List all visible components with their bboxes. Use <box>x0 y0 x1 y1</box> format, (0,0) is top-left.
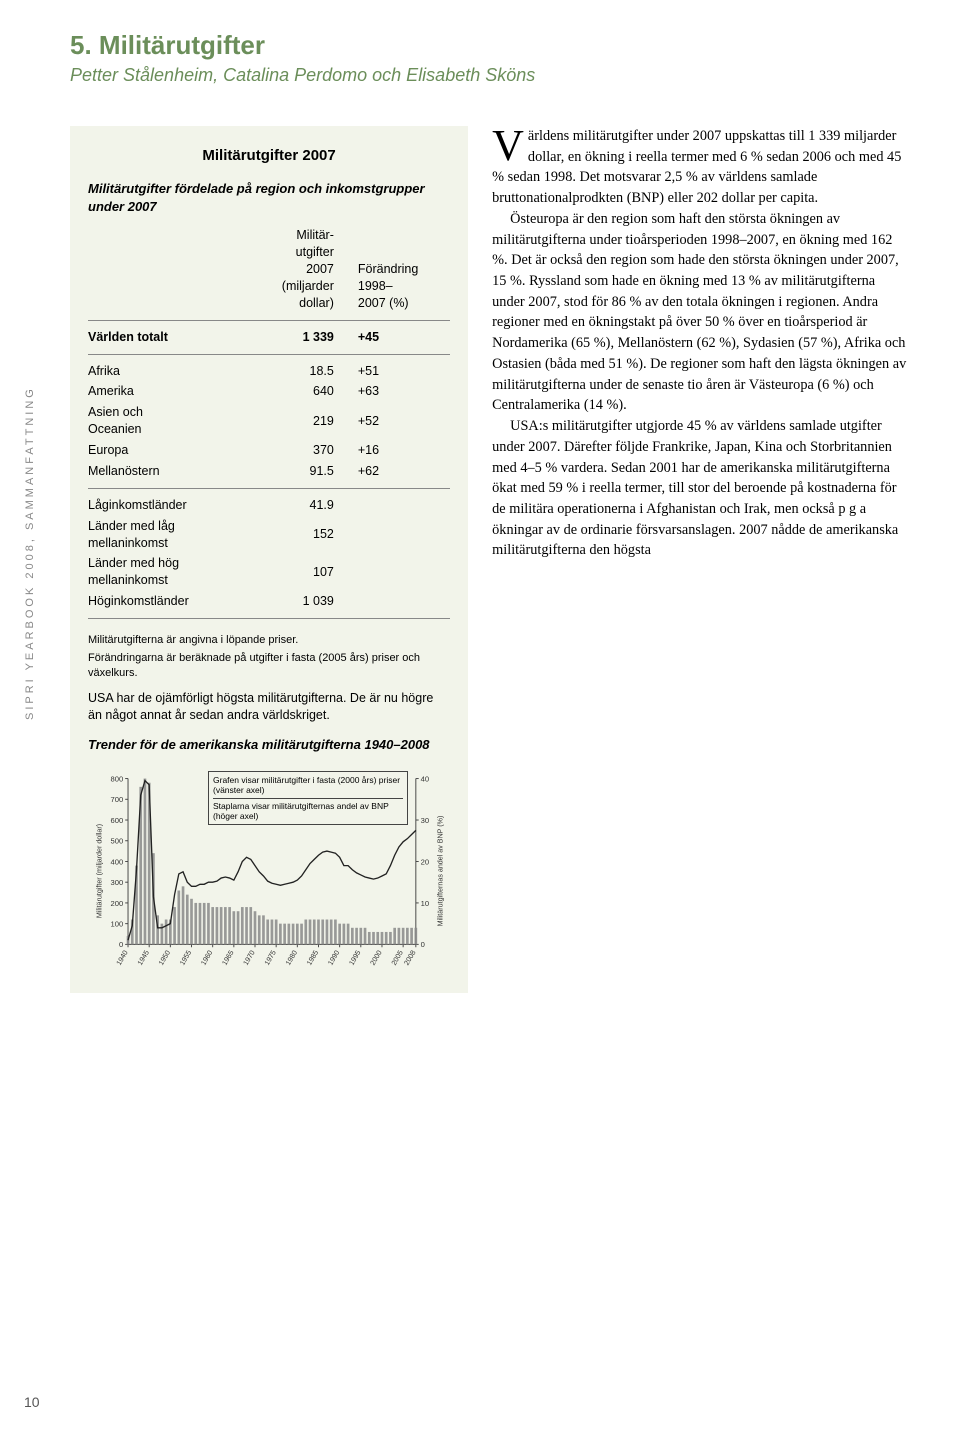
svg-text:700: 700 <box>111 795 124 804</box>
footnote-1: Militärutgifterna är angivna i löpande p… <box>88 633 450 647</box>
legend-line: Grafen visar militärutgifter i fasta (20… <box>213 775 403 798</box>
table-row-val: 370 <box>242 440 358 461</box>
table-header-col2: Militär- utgifter 2007 (miljarder dollar… <box>242 225 358 313</box>
svg-text:1990: 1990 <box>327 949 342 967</box>
svg-text:Militärutgifternas andel av BN: Militärutgifternas andel av BNP (%) <box>437 816 445 927</box>
svg-text:30: 30 <box>421 816 429 825</box>
svg-text:2008: 2008 <box>403 949 418 967</box>
table-row-chg: +52 <box>358 402 450 440</box>
table-row-chg <box>358 591 450 612</box>
table-row-chg <box>358 553 450 591</box>
svg-text:1950: 1950 <box>157 949 172 967</box>
table-row-chg: +51 <box>358 361 450 382</box>
svg-text:2005: 2005 <box>390 949 405 967</box>
svg-text:300: 300 <box>111 878 124 887</box>
svg-text:0: 0 <box>119 941 123 950</box>
svg-text:Militärutgifter (miljarder dol: Militärutgifter (miljarder dollar) <box>95 824 103 918</box>
box-title: Militärutgifter 2007 <box>88 146 450 166</box>
svg-text:1980: 1980 <box>284 949 299 967</box>
dropcap: V <box>492 126 528 164</box>
world-val: 1 339 <box>242 327 358 348</box>
svg-text:1955: 1955 <box>178 949 193 967</box>
svg-text:100: 100 <box>111 920 124 929</box>
footnote-2: Förändringarna är beräknade på utgifter … <box>88 651 450 680</box>
svg-text:200: 200 <box>111 899 124 908</box>
svg-text:2000: 2000 <box>369 949 384 967</box>
table-header-col3: Förändring 1998– 2007 (%) <box>358 225 450 313</box>
world-chg: +45 <box>358 327 450 348</box>
svg-text:10: 10 <box>421 899 429 908</box>
table-row-chg <box>358 495 450 516</box>
svg-text:0: 0 <box>421 941 425 950</box>
chapter-authors: Petter Stålenheim, Catalina Perdomo och … <box>70 65 910 86</box>
table-row-val: 640 <box>242 381 358 402</box>
table-row-chg: +63 <box>358 381 450 402</box>
table-row-chg: +62 <box>358 461 450 482</box>
body-p2: Östeuropa är den region som haft den stö… <box>492 209 910 416</box>
box-paragraph: USA har de ojämförligt högsta militärutg… <box>88 690 450 724</box>
chart-legend: Grafen visar militärutgifter i fasta (20… <box>208 771 408 825</box>
table-row-label: Asien och Oceanien <box>88 402 242 440</box>
svg-text:800: 800 <box>111 775 124 784</box>
us-milex-chart: 0 100 200 300 400 500 600 700 800 0 10 20 30 40 1940 19… <box>88 761 450 981</box>
svg-text:600: 600 <box>111 816 124 825</box>
table-row-label: Låginkomstländer <box>88 495 242 516</box>
table-row-label: Mellanöstern <box>88 461 242 482</box>
table-row-val: 1 039 <box>242 591 358 612</box>
legend-bar: Staplarna visar militärutgifternas andel… <box>213 801 403 821</box>
table-row-val: 41.9 <box>242 495 358 516</box>
table-row-chg <box>358 516 450 554</box>
table-row-chg: +16 <box>358 440 450 461</box>
svg-text:1995: 1995 <box>348 949 363 967</box>
body-text: Världens militärutgifter under 2007 upps… <box>492 126 910 993</box>
body-p3: USA:s militärutgifter utgjorde 45 % av v… <box>492 416 910 561</box>
svg-text:1975: 1975 <box>263 949 278 967</box>
expenditure-table: Militär- utgifter 2007 (miljarder dollar… <box>88 225 450 625</box>
svg-text:20: 20 <box>421 858 429 867</box>
table-row-label: Afrika <box>88 361 242 382</box>
svg-text:1960: 1960 <box>200 949 215 967</box>
world-label: Världen totalt <box>88 327 242 348</box>
table-row-label: Amerika <box>88 381 242 402</box>
svg-text:1940: 1940 <box>115 949 130 967</box>
box-subtitle: Militärutgifter fördelade på region och … <box>88 180 450 215</box>
table-row-label: Länder med hög mellaninkomst <box>88 553 242 591</box>
table-row-val: 107 <box>242 553 358 591</box>
table-row-label: Höginkomstländer <box>88 591 242 612</box>
table-row-val: 152 <box>242 516 358 554</box>
svg-text:40: 40 <box>421 775 429 784</box>
table-row-val: 18.5 <box>242 361 358 382</box>
chapter-title: 5. Militärutgifter <box>70 30 910 61</box>
body-p1: ärldens militärutgifter under 2007 uppsk… <box>492 128 901 206</box>
svg-text:1965: 1965 <box>221 949 236 967</box>
table-row-label: Länder med låg mellaninkomst <box>88 516 242 554</box>
spine-text: SIPRI YEARBOOK 2008, SAMMANFATTNING <box>24 386 36 720</box>
content-columns: Militärutgifter 2007 Militärutgifter för… <box>70 126 910 993</box>
table-row-label: Europa <box>88 440 242 461</box>
svg-text:1970: 1970 <box>242 949 257 967</box>
table-row-val: 219 <box>242 402 358 440</box>
svg-text:400: 400 <box>111 858 124 867</box>
svg-text:500: 500 <box>111 837 124 846</box>
chart-title: Trender för de amerikanska militärutgift… <box>88 736 450 754</box>
table-row-val: 91.5 <box>242 461 358 482</box>
sidebar-box: Militärutgifter 2007 Militärutgifter för… <box>70 126 468 993</box>
page-number: 10 <box>24 1394 40 1410</box>
svg-text:1985: 1985 <box>305 949 320 967</box>
svg-text:1945: 1945 <box>136 949 151 967</box>
